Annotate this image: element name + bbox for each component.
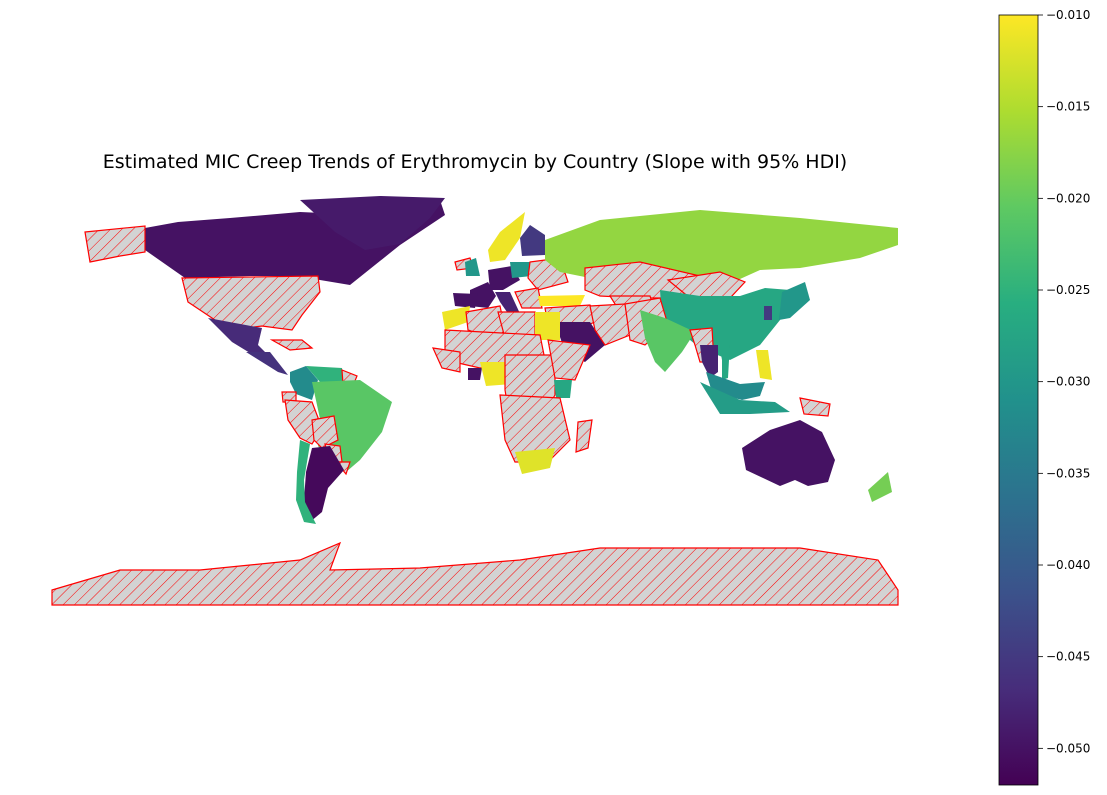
region-india (640, 310, 695, 372)
region-norway-sweden (488, 212, 525, 262)
region-west-africa (432, 347, 461, 373)
region-argentina (304, 446, 344, 522)
region-mexico (208, 318, 268, 355)
region-spain-portugal (453, 293, 478, 308)
region-finland (520, 225, 545, 256)
region-antarctica (51, 541, 899, 606)
region-ghana (468, 368, 482, 380)
region-philippines (756, 350, 772, 380)
colorbar-tick-label: −0.040 (1046, 558, 1090, 572)
region-central-america (246, 352, 288, 375)
region-australia (742, 420, 835, 486)
region-united-states (181, 275, 321, 331)
region-turkey (538, 295, 585, 306)
region-japan (779, 282, 810, 320)
chart-title: Estimated MIC Creep Trends of Erythromyc… (103, 151, 847, 173)
region-iran (589, 303, 631, 346)
region-colombia (290, 366, 318, 400)
region-greenland (300, 196, 445, 250)
region-kenya (554, 380, 572, 398)
region-indonesia (700, 382, 790, 414)
colorbar: −0.010 −0.015 −0.020 −0.025 −0.030 −0.035 −0.0… (998, 8, 1090, 786)
region-cameroon (480, 362, 512, 386)
region-balkans (514, 287, 543, 309)
colorbar-tick-label: −0.045 (1046, 650, 1090, 664)
colorbar-tick-label: −0.030 (1046, 375, 1090, 389)
region-thailand (700, 345, 718, 378)
map-layer (51, 196, 899, 606)
colorbar-ticks: −0.010 −0.015 −0.020 −0.025 −0.030 −0.035 −0.0… (1038, 8, 1090, 755)
region-madagascar (575, 419, 593, 453)
region-korea (764, 306, 772, 320)
region-venezuela (306, 366, 344, 382)
colorbar-gradient (998, 14, 1039, 786)
region-united-kingdom (465, 258, 480, 276)
colorbar-tick-label: −0.025 (1046, 283, 1090, 297)
region-new-zealand (868, 472, 892, 502)
region-papua-new-guinea (799, 397, 831, 417)
colorbar-tick-label: −0.020 (1046, 191, 1090, 205)
region-china (660, 288, 790, 360)
region-bolivia (311, 415, 339, 449)
region-chile (296, 440, 316, 524)
region-egypt (535, 312, 560, 340)
colorbar-tick-label: −0.050 (1046, 741, 1090, 755)
colorbar-tick-label: −0.035 (1046, 466, 1090, 480)
region-cuba (269, 339, 314, 351)
colorbar-tick-label: −0.015 (1046, 100, 1090, 114)
region-ethiopia-horn (547, 339, 591, 381)
region-alaska-us (84, 225, 146, 263)
colorbar-tick-label: −0.010 (1046, 8, 1090, 22)
region-south-africa (515, 448, 555, 474)
region-france (470, 282, 496, 308)
region-morocco (442, 306, 470, 330)
region-vietnam (718, 338, 730, 380)
region-poland (510, 262, 532, 278)
